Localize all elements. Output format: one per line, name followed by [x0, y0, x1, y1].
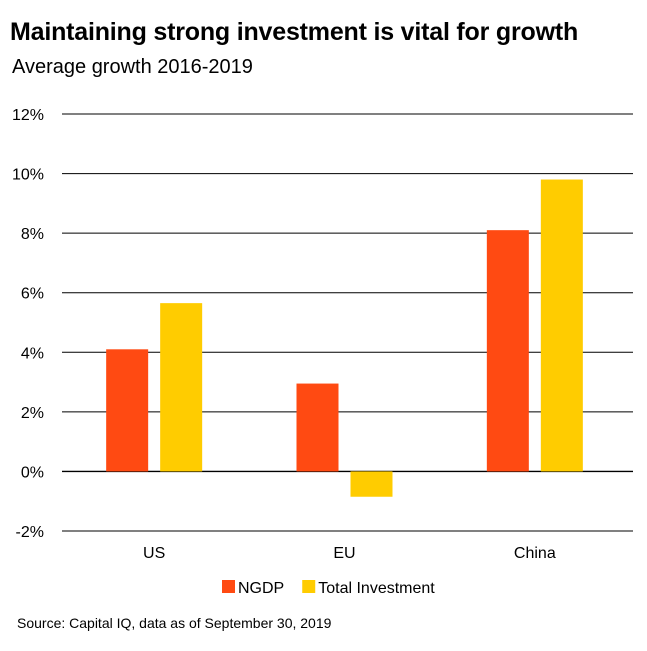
bar-ngdp-eu [296, 383, 339, 472]
bar-ngdp-us [106, 349, 149, 472]
gridlines [62, 113, 633, 532]
y-axis-ticks: 12% 10% 8% 6% 4% 2% 0% -2% [12, 107, 44, 541]
bar-total-investment-china [540, 179, 583, 472]
legend-swatch [222, 580, 235, 593]
y-tick-label: 12% [12, 107, 44, 124]
x-axis-ticks: US EU China [143, 545, 556, 562]
y-tick-label: 0% [21, 464, 44, 481]
y-tick-label: 6% [21, 286, 44, 303]
legend: NGDP Total Investment [222, 580, 435, 597]
bar-total-investment-eu [350, 471, 393, 497]
legend-label: NGDP [238, 580, 284, 597]
bars [106, 179, 583, 497]
y-tick-label: -2% [16, 524, 44, 541]
legend-label: Total Investment [318, 580, 435, 597]
source-note: Source: Capital IQ, data as of September… [17, 615, 332, 631]
y-tick-label: 4% [21, 345, 44, 362]
y-tick-label: 10% [12, 167, 44, 184]
x-tick-label: US [143, 545, 165, 562]
bar-ngdp-china [486, 230, 529, 472]
legend-swatch [302, 580, 316, 593]
chart-subtitle: Average growth 2016-2019 [12, 56, 253, 78]
bar-total-investment-us [160, 303, 203, 472]
y-tick-label: 2% [21, 405, 44, 422]
y-tick-label: 8% [21, 226, 44, 243]
chart-title: Maintaining strong investment is vital f… [10, 18, 579, 46]
x-tick-label: EU [333, 545, 355, 562]
x-tick-label: China [514, 545, 556, 562]
